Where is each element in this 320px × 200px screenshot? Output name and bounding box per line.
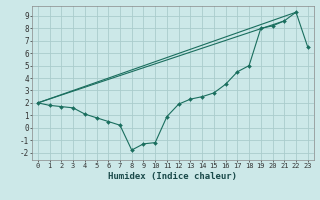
X-axis label: Humidex (Indice chaleur): Humidex (Indice chaleur) [108,172,237,181]
